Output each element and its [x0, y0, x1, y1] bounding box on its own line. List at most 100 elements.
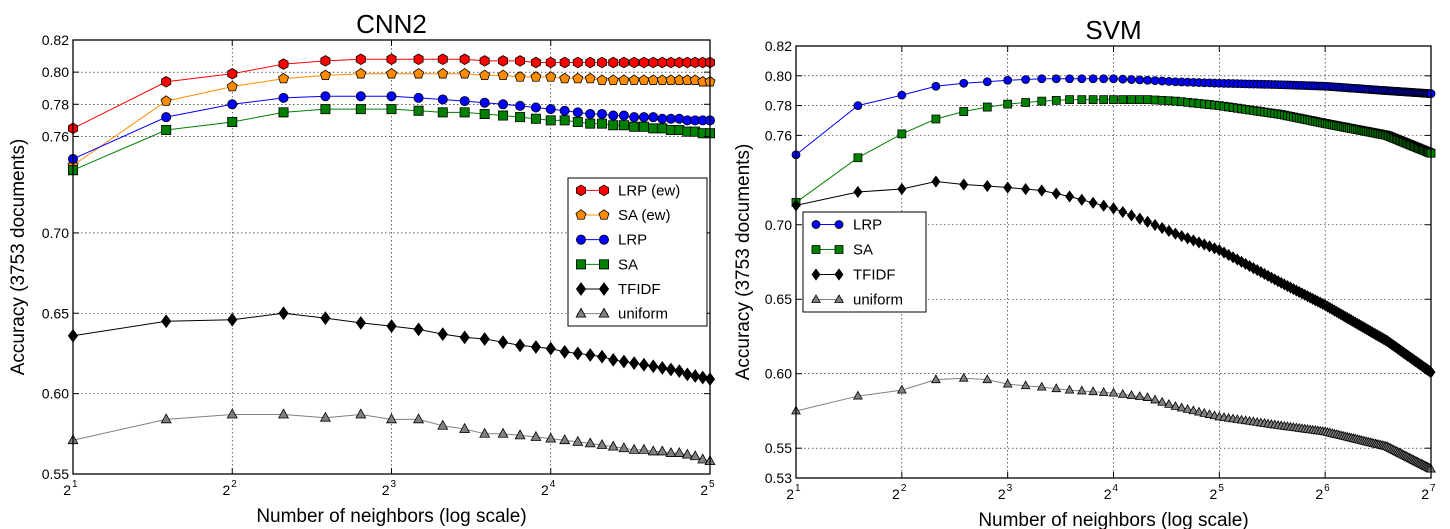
data-point	[1176, 402, 1187, 412]
data-point	[628, 443, 640, 454]
data-point	[689, 74, 701, 85]
legend-item: LRP (ew)	[576, 182, 680, 199]
y-tick-label: 0.76	[42, 128, 69, 144]
data-point	[226, 408, 238, 419]
legend-marker	[575, 282, 587, 296]
data-point	[1199, 238, 1209, 251]
data-point	[608, 120, 619, 131]
data-point	[1170, 227, 1180, 240]
data-point	[608, 56, 619, 69]
data-point	[479, 427, 491, 438]
data-point	[161, 76, 172, 88]
data-point	[1108, 387, 1119, 397]
data-point	[459, 422, 471, 433]
data-point	[931, 175, 941, 188]
data-point	[1098, 386, 1109, 396]
data-point	[278, 107, 289, 118]
data-point	[355, 408, 367, 419]
legend-marker	[576, 259, 586, 270]
legend-marker	[811, 245, 821, 254]
data-point	[1109, 95, 1118, 105]
data-point	[1088, 74, 1098, 84]
data-point	[1109, 202, 1118, 215]
legend-marker	[834, 245, 844, 254]
data-point	[1077, 74, 1087, 84]
data-point	[697, 453, 709, 464]
data-point	[559, 344, 570, 359]
data-point	[498, 55, 509, 67]
data-point	[1076, 385, 1087, 395]
data-point	[618, 354, 630, 369]
data-point	[1199, 407, 1210, 417]
data-point	[657, 56, 668, 69]
data-point	[648, 123, 659, 134]
data-point	[479, 69, 491, 81]
data-point	[319, 411, 331, 422]
data-point	[515, 55, 526, 67]
data-point	[545, 104, 556, 115]
data-point	[437, 67, 449, 79]
data-point	[515, 112, 526, 123]
data-point	[959, 107, 969, 116]
data-point	[161, 314, 172, 329]
data-point	[1037, 184, 1047, 197]
data-point	[608, 110, 619, 121]
data-point	[1118, 205, 1128, 219]
x-tick-base: 2	[1315, 486, 1323, 502]
legend-label: SA	[618, 256, 638, 273]
data-point	[355, 316, 366, 330]
data-point	[982, 77, 992, 87]
x-tick-base: 2	[892, 486, 900, 502]
data-point	[530, 113, 541, 124]
x-tick-exponent: 2	[231, 479, 237, 490]
data-point	[515, 100, 526, 111]
x-tick-exponent: 4	[1113, 483, 1119, 494]
data-point	[982, 374, 993, 384]
data-point	[648, 56, 659, 69]
data-point	[1020, 380, 1031, 390]
data-point	[530, 430, 542, 441]
data-point	[1157, 396, 1167, 406]
legend-label: LRP	[853, 217, 882, 234]
data-point	[530, 71, 542, 82]
data-point	[1134, 391, 1145, 400]
data-point	[638, 121, 649, 132]
x-tick-base: 2	[382, 482, 390, 498]
y-tick-label: 0.70	[765, 217, 792, 233]
x-tick-exponent: 6	[1324, 483, 1330, 494]
data-point	[459, 53, 470, 66]
data-point	[1037, 74, 1047, 84]
data-point	[514, 71, 526, 82]
series-sa	[68, 104, 715, 176]
data-point	[585, 348, 596, 362]
data-point	[1188, 405, 1199, 415]
data-point	[437, 53, 448, 66]
data-point	[386, 53, 397, 66]
data-point	[665, 113, 676, 124]
legend-box	[802, 211, 927, 313]
data-point	[530, 56, 541, 69]
legend: LRP SA TFIDF uniform	[802, 211, 927, 313]
data-point	[1118, 95, 1128, 105]
data-point	[584, 72, 596, 84]
data-point	[618, 442, 630, 453]
series-sa-ew	[67, 67, 716, 171]
data-point	[437, 419, 449, 430]
legend-marker	[599, 259, 609, 270]
data-point	[618, 120, 629, 131]
legend-marker	[598, 307, 610, 318]
x-tick-exponent: 1	[72, 479, 78, 490]
data-point	[682, 367, 693, 382]
y-tick-label: 0.78	[765, 98, 792, 114]
y-tick-label: 0.65	[765, 291, 792, 307]
data-point	[585, 118, 596, 129]
data-point	[1135, 212, 1145, 225]
data-point	[278, 408, 290, 419]
data-point	[437, 107, 448, 118]
data-point	[674, 113, 685, 124]
